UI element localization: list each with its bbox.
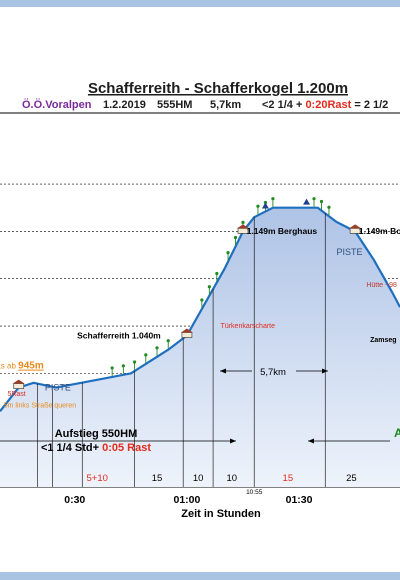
subtitle-time-rest: 0:20Rast [305,99,351,111]
tree-crown-8 [215,271,219,276]
aufstieg-line2: <1 1/4 Std+ 0:05 Rast [41,442,151,454]
tree-crown-15 [312,197,316,201]
tree-crown-10 [233,235,238,240]
segment-time-5: 25 [346,473,357,484]
abstieg-arrowhead [308,438,314,444]
x-tick-label-2: 01:30 [286,494,313,506]
annotation-0: 5Rast [7,391,25,398]
tree-crown-14 [271,197,275,201]
annotation-3: Türkenkarscharte [221,323,276,330]
aufstieg-arrowhead [230,438,236,444]
links-ab-prefix: links ab [0,362,18,371]
profile-area [0,207,400,487]
tree-crown-4 [155,346,159,350]
tree-crown-5 [166,339,170,343]
x-tick-label-1: 01:00 [173,494,200,506]
subtitle-time-suffix: = 2 1/2 [351,99,388,111]
subtitle-date: 1.2.2019 [103,99,146,111]
tree-crown-12 [256,204,260,208]
subtitle-distance: 5,7km [210,99,241,111]
abstieg-label-fragment: A [394,426,400,440]
hut-marker-0 [181,332,193,338]
x-axis-label: Zeit in Stunden [181,508,261,520]
subtitle-hm: 555HM [157,99,192,111]
hut-roof-2 [349,224,362,229]
segment-time-1: 15 [152,473,163,484]
subtitle-time-prefix: <2 1/4 + [262,99,305,111]
tree-crown-0 [110,366,114,370]
annotation-5: Hütte ~98 [366,282,397,289]
summit-marker-1 [303,198,311,205]
annotation-2: PISTE [45,382,71,392]
annotation-6: Zamseg [370,337,396,344]
location-label-2: 1.149m Bo [359,226,400,236]
aufstieg-line2-prefix: <1 1/4 Std+ [41,442,102,454]
summit-marker-0 [261,202,269,209]
hut-roof-1 [236,224,249,229]
distance-arrow [220,368,328,374]
aufstieg-line2-rest: 0:05 Rast [102,442,151,454]
annotation-1: 5m links Straße queren [4,402,76,409]
tree-crown-1 [121,364,125,368]
annotation-4: PISTE [336,247,362,257]
links-ab-value: 945m [18,361,44,372]
distance-label: 5,7km [260,367,286,378]
subtitle-time: <2 1/4 + 0:20Rast = 2 1/2 [262,99,388,111]
segment-time-2: 10 [193,473,204,484]
location-label-0: Schafferreith 1.040m [77,330,161,340]
vertical-lines-layer [37,213,326,487]
markers-layer [12,198,362,389]
frame-bottom-band [0,572,400,580]
tree-crown-3 [144,353,148,357]
subtitle-region: Ö.Ö.Voralpen [22,98,92,111]
tree-crown-7 [207,285,211,289]
tree-crown-16 [319,199,324,204]
segment-time-4: 15 [283,473,294,484]
start-hut-roof [12,379,25,384]
tree-crown-17 [327,205,331,209]
segment-time-3: 10 [226,473,237,484]
start-hut-marker [13,383,25,389]
segment-time-0: 5+10 [86,473,107,484]
links-ab-label: links ab 945m [0,361,44,372]
labels-layer: Schafferreith 1.040m 1.149m Berghaus 1.149… [0,226,400,506]
tree-crown-9 [226,251,230,255]
frame-top-band [0,0,400,7]
x-tick-label-0: 0:30 [64,494,85,506]
tree-crown-11 [241,220,245,224]
aufstieg-line1: Aufstieg 550HM [55,428,138,440]
location-label-1: 1.149m Berghaus [247,226,318,236]
x-extra-time-label: 10:55 [246,489,263,496]
hut-roof-0 [180,328,193,333]
tree-crown-2 [132,360,137,364]
chart-title: Schafferreith - Schafferkogel 1.200m [88,80,348,97]
tree-crown-6 [200,298,204,302]
